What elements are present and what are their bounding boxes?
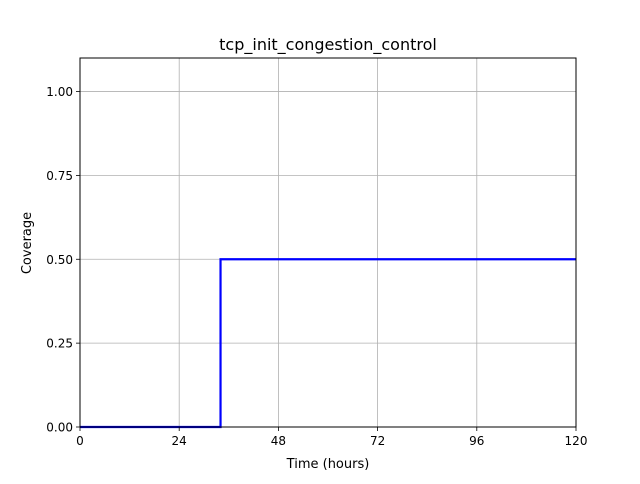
x-tick-label: 120 <box>565 434 588 448</box>
x-axis-label: Time (hours) <box>286 457 370 472</box>
x-tick-label: 24 <box>172 434 187 448</box>
y-tick-label: 0.50 <box>46 253 73 267</box>
y-tick-label: 0.00 <box>46 421 73 435</box>
x-axis-ticks: 0 24 48 72 96 120 <box>76 427 587 448</box>
x-tick-label: 48 <box>271 434 286 448</box>
y-tick-label: 0.25 <box>46 337 73 351</box>
plot-area-frame <box>79 57 577 428</box>
x-tick-label: 96 <box>469 434 484 448</box>
y-tick-label: 0.75 <box>46 169 73 183</box>
y-axis-label: Coverage <box>20 212 35 274</box>
x-tick-label: 0 <box>76 434 84 448</box>
y-axis-ticks: 0.00 0.25 0.50 0.75 1.00 <box>46 85 80 435</box>
chart-title: tcp_init_congestion_control <box>219 35 437 55</box>
y-tick-label: 1.00 <box>46 85 73 99</box>
x-tick-label: 72 <box>370 434 385 448</box>
